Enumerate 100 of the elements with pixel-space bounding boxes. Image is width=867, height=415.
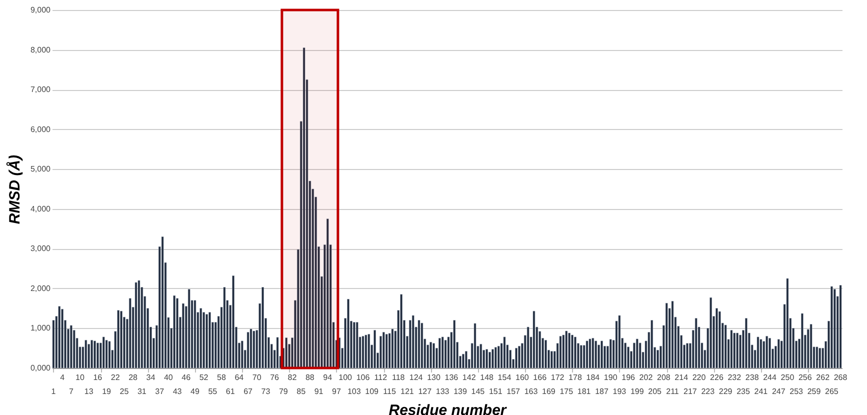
y-tick-label: 7,000 bbox=[30, 85, 52, 94]
x-tick-label: 37 bbox=[155, 387, 165, 396]
x-tick-label: 220 bbox=[692, 373, 706, 382]
x-tick-label: 163 bbox=[524, 387, 538, 396]
x-tick-label: 262 bbox=[816, 373, 830, 382]
x-tick-label: 16 bbox=[93, 373, 103, 382]
x-tick-label: 88 bbox=[305, 373, 315, 382]
x-tick-label: 211 bbox=[666, 387, 680, 396]
x-tick-label: 151 bbox=[488, 387, 503, 396]
x-tick-label: 154 bbox=[498, 373, 512, 382]
x-tick-label: 112 bbox=[374, 373, 388, 382]
x-tick-label: 235 bbox=[736, 387, 750, 396]
x-tick-label: 127 bbox=[418, 387, 432, 396]
y-tick-label: 8,000 bbox=[30, 45, 52, 54]
x-tick-label: 184 bbox=[586, 373, 600, 382]
x-tick-label: 244 bbox=[763, 373, 777, 382]
x-tick-label: 259 bbox=[807, 387, 822, 396]
x-tick-label: 214 bbox=[674, 373, 689, 382]
x-tick-label: 256 bbox=[798, 373, 812, 382]
x-tick-label: 139 bbox=[454, 387, 468, 396]
x-tick-label: 97 bbox=[332, 387, 342, 396]
x-axis-title: Residue number bbox=[388, 402, 508, 415]
x-tick-label: 109 bbox=[365, 387, 380, 396]
x-tick-label: 43 bbox=[172, 387, 182, 396]
y-tick-label: 0,000 bbox=[30, 364, 52, 372]
x-tick-label: 169 bbox=[542, 387, 556, 396]
x-tick-label: 148 bbox=[480, 373, 494, 382]
x-tick-label: 190 bbox=[604, 373, 618, 382]
y-tick-label: 5,000 bbox=[30, 164, 52, 174]
x-tick-label: 94 bbox=[323, 373, 333, 382]
x-tick-label: 178 bbox=[568, 373, 582, 382]
x-tick-label: 247 bbox=[772, 387, 786, 396]
x-tick-label: 34 bbox=[146, 373, 156, 382]
x-tick-label: 67 bbox=[244, 387, 254, 396]
x-tick-label: 10 bbox=[76, 373, 85, 382]
x-tick-label: 76 bbox=[270, 373, 280, 382]
x-tick-label: 82 bbox=[288, 373, 298, 382]
x-tick-label: 28 bbox=[128, 373, 138, 382]
x-tick-label: 70 bbox=[252, 373, 262, 382]
x-tick-label: 79 bbox=[278, 387, 288, 396]
x-tick-label: 241 bbox=[754, 387, 768, 396]
x-tick-label: 238 bbox=[745, 373, 760, 382]
y-axis-title: RMSD (Å) bbox=[5, 154, 24, 224]
x-tick-label: 172 bbox=[550, 373, 565, 382]
y-tick-label: 2,000 bbox=[30, 284, 52, 293]
x-tick-label: 115 bbox=[383, 387, 396, 396]
x-tick-label: 49 bbox=[190, 387, 200, 396]
x-tick-label: 253 bbox=[790, 387, 804, 396]
x-tick-label: 199 bbox=[630, 387, 644, 396]
x-tick-label: 193 bbox=[612, 387, 627, 396]
x-tick-label: 118 bbox=[392, 373, 406, 382]
y-tick-label: 9,000 bbox=[30, 6, 52, 14]
x-tick-label: 217 bbox=[684, 387, 698, 396]
x-tick-label: 4 bbox=[60, 373, 66, 382]
x-tick-label: 268 bbox=[834, 373, 848, 382]
x-tick-label: 106 bbox=[356, 373, 370, 382]
x-tick-label: 31 bbox=[137, 387, 147, 396]
x-tick-label: 205 bbox=[648, 387, 662, 396]
x-tick-label: 130 bbox=[427, 373, 441, 382]
x-tick-label: 22 bbox=[110, 373, 120, 382]
x-tick-label: 55 bbox=[208, 387, 218, 396]
x-tick-label: 250 bbox=[780, 373, 795, 382]
x-tick-label: 40 bbox=[164, 373, 174, 382]
x-tick-label: 73 bbox=[261, 387, 271, 396]
x-tick-label: 25 bbox=[120, 387, 130, 396]
x-tick-label: 1 bbox=[51, 387, 56, 396]
x-tick-label: 91 bbox=[314, 387, 324, 396]
x-tick-label: 133 bbox=[436, 387, 450, 396]
x-tick-label: 208 bbox=[656, 373, 671, 382]
x-tick-label: 142 bbox=[462, 373, 476, 382]
x-tick-label: 160 bbox=[515, 373, 530, 382]
x-tick-label: 196 bbox=[622, 373, 636, 382]
x-tick-label: 61 bbox=[226, 387, 236, 396]
x-tick-label: 265 bbox=[825, 387, 839, 396]
x-tick-label: 85 bbox=[296, 387, 306, 396]
x-tick-label: 13 bbox=[84, 387, 94, 396]
x-tick-label: 121 bbox=[400, 387, 414, 396]
x-tick-label: 145 bbox=[471, 387, 486, 396]
x-tick-label: 181 bbox=[577, 387, 592, 396]
x-tick-label: 202 bbox=[639, 373, 654, 382]
x-tick-label: 7 bbox=[68, 387, 74, 396]
x-tick-label: 166 bbox=[533, 373, 548, 382]
x-tick-label: 19 bbox=[102, 387, 112, 396]
x-tick-label: 175 bbox=[560, 387, 574, 396]
x-tick-label: 223 bbox=[701, 387, 716, 396]
y-tick-label: 1,000 bbox=[30, 324, 52, 333]
x-tick-label: 187 bbox=[595, 387, 609, 396]
x-tick-label: 58 bbox=[217, 373, 226, 382]
x-tick-label: 229 bbox=[718, 387, 733, 396]
x-tick-label: 46 bbox=[182, 373, 192, 382]
x-tick-label: 232 bbox=[728, 373, 742, 382]
x-tick-label: 157 bbox=[506, 387, 521, 396]
x-tick-label: 226 bbox=[710, 373, 724, 382]
x-tick-label: 103 bbox=[347, 387, 362, 396]
x-tick-label: 64 bbox=[234, 373, 244, 382]
y-tick-label: 4,000 bbox=[30, 204, 52, 214]
x-tick-label: 52 bbox=[199, 373, 209, 382]
x-tick-label: 124 bbox=[409, 373, 424, 382]
y-tick-label: 6,000 bbox=[30, 124, 52, 134]
x-tick-label: 136 bbox=[444, 373, 459, 382]
